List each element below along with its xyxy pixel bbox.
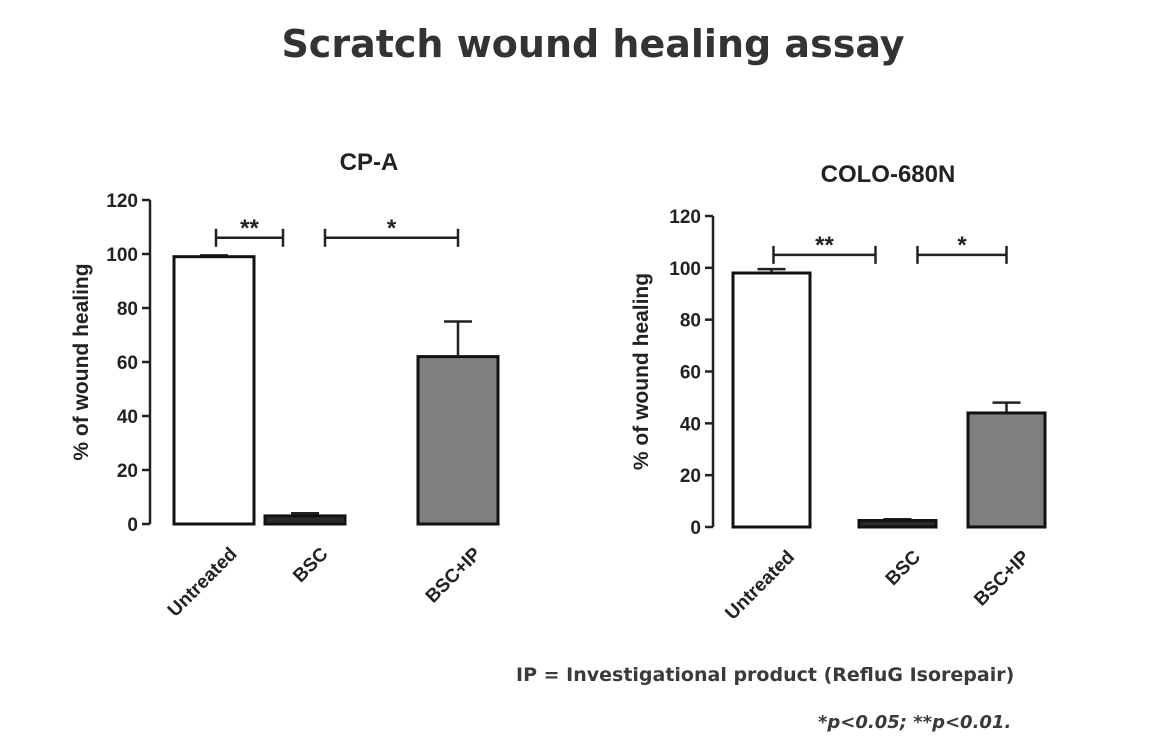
y-tick-label: 20 [117,461,138,482]
significance-label: ** [240,215,259,242]
y-tick-label: 80 [117,299,138,320]
y-tick-label: 40 [117,407,138,428]
bar-bsc-ip [966,411,1047,529]
bar-bsc-ip [416,355,500,526]
bar-untreated [172,255,256,526]
x-tick-label: BSC [882,546,925,589]
y-tick-label: 120 [106,191,138,212]
y-axis-label: % of wound healing [70,263,93,460]
y-tick-label: 80 [680,311,701,332]
y-tick-label: 100 [669,259,701,280]
y-tick-label: 40 [680,414,701,435]
x-tick-label: Untreated [164,544,242,622]
x-tick-label: BSC+IP [422,543,486,607]
bar-bsc [263,514,347,526]
y-tick-label: 100 [106,245,138,266]
y-tick-label: 0 [127,515,138,536]
y-tick-label: 60 [680,363,701,384]
chart-title: COLO-680N [821,161,956,188]
y-tick-label: 120 [669,207,701,228]
y-tick-label: 60 [117,353,138,374]
significance-label: * [387,215,397,242]
footnote-ip-definition: IP = Investigational product (RefluG Iso… [516,664,1015,686]
bar-untreated [731,271,812,529]
bar-bsc [857,519,938,529]
significance-label: * [957,232,967,259]
footnote-significance: *p<0.05; **p<0.01. [818,712,1012,733]
y-tick-label: 20 [680,466,701,487]
y-tick-label: 0 [690,518,701,539]
main-title: Scratch wound healing assay [281,22,905,66]
significance-label: ** [815,232,834,259]
y-axis-label: % of wound healing [630,273,653,470]
x-tick-label: BSC [289,543,332,586]
x-tick-label: Untreated [721,547,799,625]
x-tick-label: BSC+IP [970,546,1034,610]
chart-title: CP-A [340,149,399,176]
chart-colo-680n: COLO-680N % of wound healing 0 20 40 60 80 100 1… [630,161,1047,625]
chart-cp-a: CP-A % of wound healing 0 20 40 60 80 100 120 Unt… [70,149,500,622]
